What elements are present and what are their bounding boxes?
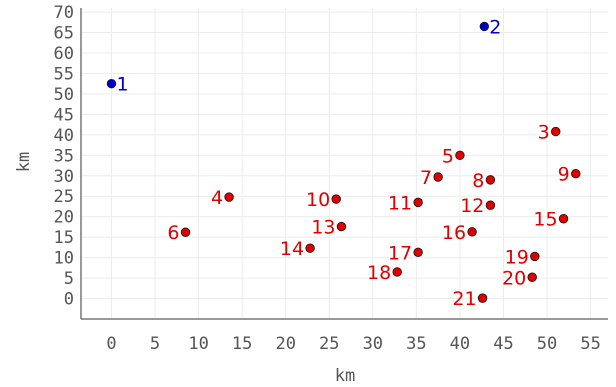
data-point <box>413 247 423 257</box>
data-point <box>336 221 347 232</box>
data-point <box>455 150 465 161</box>
data-point <box>558 214 569 224</box>
y-tick-label: 15 <box>54 228 74 248</box>
x-tick-label: 5 <box>150 334 160 354</box>
grid-lines <box>81 8 608 319</box>
x-tick-label: 50 <box>537 334 557 354</box>
data-point <box>479 21 490 32</box>
y-tick-label: 50 <box>54 85 74 105</box>
x-tick-label: 30 <box>363 334 383 354</box>
data-point <box>224 192 234 202</box>
data-point <box>551 126 561 137</box>
x-tick-labels: 0 5 10 15 20 25 30 35 40 45 50 55 <box>106 334 600 354</box>
point-label: 6 <box>167 222 179 244</box>
y-tick-label: 5 <box>64 269 74 289</box>
data-point <box>527 272 537 282</box>
point-label: 3 <box>538 122 550 144</box>
x-axis-label: km <box>335 366 355 386</box>
point-label: 2 <box>489 16 501 38</box>
x-tick-label: 0 <box>106 334 116 354</box>
data-point <box>106 79 117 89</box>
point-label: 21 <box>452 288 476 310</box>
y-tick-label: 10 <box>54 249 74 269</box>
y-tick-label: 0 <box>64 290 74 310</box>
point-label: 8 <box>472 170 484 192</box>
data-point <box>530 251 540 262</box>
point-label: 4 <box>211 187 223 209</box>
data-point <box>485 175 496 185</box>
point-label: 15 <box>533 209 557 231</box>
data-point <box>467 227 477 237</box>
point-label: 9 <box>558 164 570 186</box>
data-point <box>331 194 341 204</box>
x-tick-label: 10 <box>188 334 208 354</box>
point-label: 11 <box>388 192 412 214</box>
x-tick-label: 20 <box>275 334 295 354</box>
y-tick-label: 40 <box>54 126 74 146</box>
y-tick-label: 35 <box>54 146 74 166</box>
point-label: 16 <box>442 222 466 244</box>
y-tick-label: 55 <box>54 64 74 84</box>
x-tick-label: 25 <box>319 334 339 354</box>
point-label: 19 <box>505 246 529 268</box>
point-label: 13 <box>311 217 335 239</box>
data-point <box>305 243 315 253</box>
y-tick-label: 45 <box>54 105 74 125</box>
data-point <box>477 293 488 303</box>
point-label: 17 <box>388 242 412 264</box>
point-label: 7 <box>420 167 432 189</box>
y-tick-label: 65 <box>54 24 74 44</box>
x-tick-label: 40 <box>450 334 470 354</box>
point-label: 5 <box>442 145 454 167</box>
plot-area <box>81 8 608 319</box>
point-label: 12 <box>460 195 484 217</box>
y-tick-label: 70 <box>54 3 74 23</box>
x-tick-label: 55 <box>580 334 600 354</box>
x-tick-label: 35 <box>406 334 426 354</box>
data-point <box>392 267 402 277</box>
point-label: 10 <box>306 189 330 211</box>
data-point <box>413 197 423 208</box>
point-label: 18 <box>367 262 391 284</box>
y-tick-label: 30 <box>54 167 74 187</box>
point-label: 1 <box>116 74 128 96</box>
data-point <box>571 169 581 179</box>
data-point <box>485 200 496 210</box>
x-tick-label: 45 <box>493 334 513 354</box>
y-tick-label: 20 <box>54 208 74 228</box>
point-label: 14 <box>280 238 304 260</box>
x-tick-label: 15 <box>232 334 252 354</box>
y-tick-label: 60 <box>54 44 74 64</box>
point-label: 20 <box>502 267 526 289</box>
data-point <box>433 172 443 182</box>
data-point <box>180 227 191 237</box>
y-axis-label: km <box>14 152 34 172</box>
y-tick-label: 25 <box>54 187 74 207</box>
